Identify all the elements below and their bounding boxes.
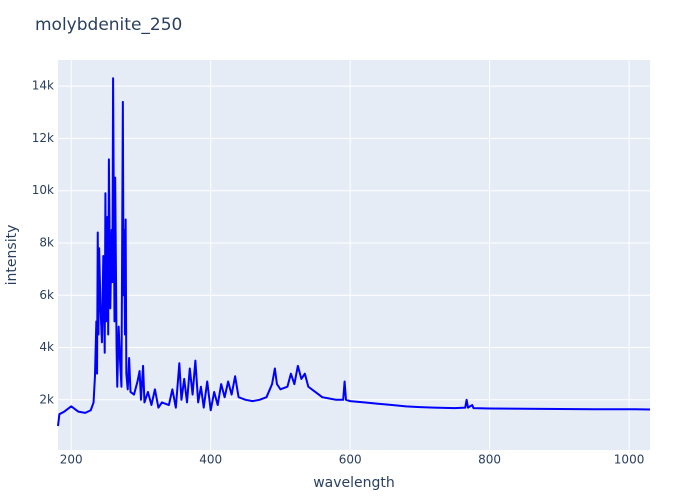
- y-tick-label: 10k: [32, 183, 54, 197]
- y-tick-label: 8k: [39, 235, 54, 249]
- plot-area: [58, 60, 650, 450]
- x-tick-label: 600: [339, 453, 362, 467]
- y-axis-title: intensity: [4, 225, 20, 286]
- x-tick-label: 1000: [614, 453, 645, 467]
- y-tick-label: 12k: [32, 131, 54, 145]
- chart-title: molybdenite_250: [35, 15, 182, 35]
- y-tick-label: 6k: [39, 288, 54, 302]
- x-axis-title: wavelength: [313, 475, 395, 491]
- x-tick-label: 400: [199, 453, 222, 467]
- line-series: [57, 77, 651, 427]
- x-tick-label: 800: [478, 453, 501, 467]
- y-tick-label: 2k: [39, 392, 54, 406]
- y-tick-label: 14k: [32, 79, 54, 93]
- y-tick-label: 4k: [39, 340, 54, 354]
- x-tick-label: 200: [60, 453, 83, 467]
